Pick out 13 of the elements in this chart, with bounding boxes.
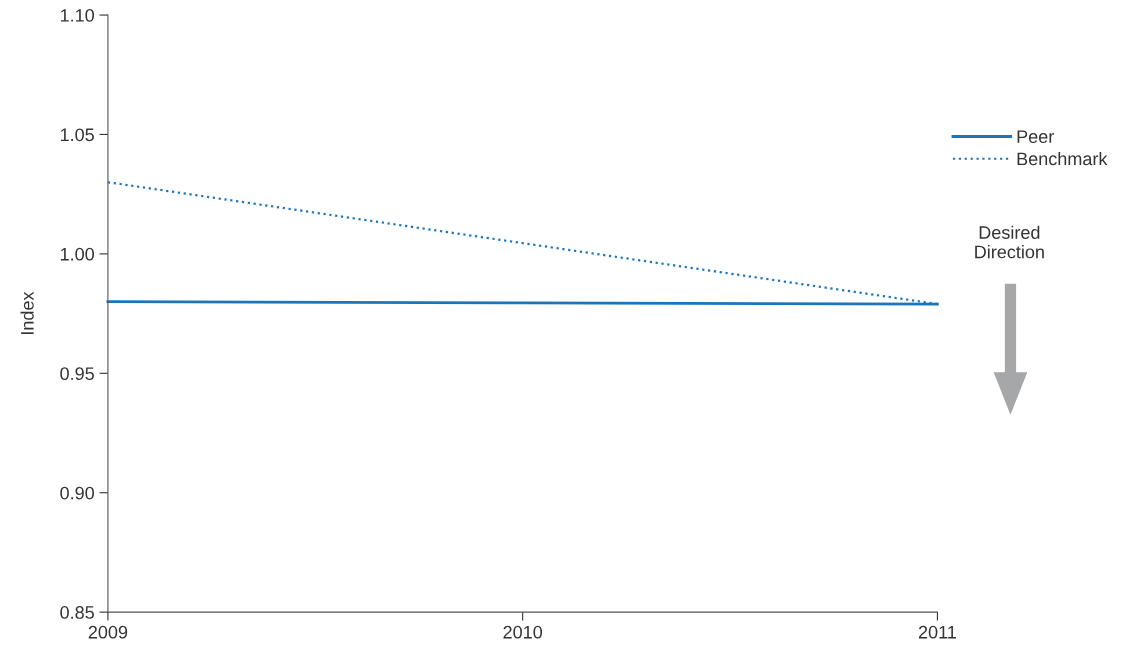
y-tick-label: 1.00 [60, 247, 95, 261]
legend-label: Benchmark [1017, 151, 1108, 166]
legend-label: Peer [1017, 130, 1054, 143]
text: Desired Direction [975, 225, 1044, 259]
y-tick-label: 1.05 [60, 128, 94, 142]
y-tick-label: 0.90 [60, 486, 95, 500]
x-tick-label: 2010 [503, 625, 543, 639]
y-tick-label: 0.95 [60, 367, 94, 381]
y-axis-title: Index [20, 291, 34, 335]
y-tick-label: 1.10 [60, 8, 95, 22]
x-tick-label: 2009 [88, 625, 128, 639]
x-tick-label: 2011 [918, 625, 956, 639]
y-tick-label: 0.85 [60, 606, 94, 619]
